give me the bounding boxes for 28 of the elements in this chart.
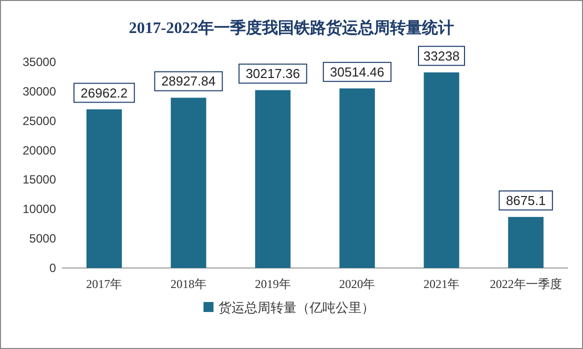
x-tick-label: 2019年 <box>254 277 291 291</box>
bar <box>508 216 544 268</box>
data-label: 30514.46 <box>330 64 384 80</box>
y-tick-label: 35000 <box>22 55 56 69</box>
data-label: 33238 <box>423 48 460 64</box>
bar <box>86 109 122 268</box>
y-tick-label: 15000 <box>22 172 56 187</box>
legend-label: 货运总周转量（亿吨公里） <box>218 300 374 315</box>
bar <box>424 72 460 268</box>
bar <box>170 98 206 268</box>
data-label: 30217.36 <box>246 66 300 82</box>
data-label: 28927.84 <box>161 74 216 89</box>
x-tick-label: 2022年一季度 <box>490 277 562 291</box>
bar <box>339 88 375 268</box>
x-tick-label: 2020年 <box>339 277 376 291</box>
data-label: 8675.1 <box>506 192 546 208</box>
y-tick-label: 25000 <box>22 114 56 128</box>
y-tick-label: 20000 <box>22 143 56 158</box>
y-tick-label: 30000 <box>22 84 56 98</box>
bar <box>255 90 291 268</box>
data-label: 26962.2 <box>80 85 128 100</box>
x-tick-label: 2021年 <box>424 277 460 291</box>
y-tick-label: 10000 <box>22 202 56 216</box>
y-tick-label: 5000 <box>29 232 56 246</box>
y-tick-label: 0 <box>49 261 56 275</box>
x-tick-label: 2017年 <box>86 277 122 291</box>
x-tick-label: 2018年 <box>170 277 206 291</box>
chart-title: 2017-2022年一季度我国铁路货运总周转量统计 <box>128 18 454 37</box>
